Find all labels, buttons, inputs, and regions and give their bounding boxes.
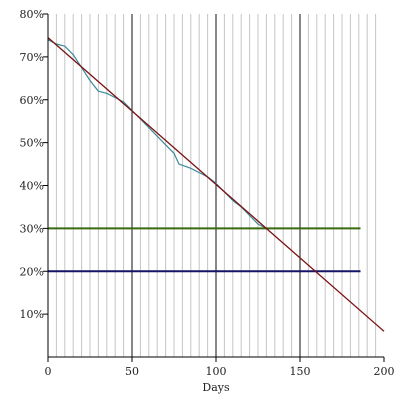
x-axis-label: Days — [202, 381, 230, 394]
y-tick-label: 60% — [20, 94, 44, 107]
y-tick-label: 10% — [20, 308, 44, 321]
minor-gridlines — [55, 14, 377, 357]
y-tick-label: 30% — [20, 222, 44, 235]
x-tick-label: 100 — [206, 365, 227, 378]
x-tick-label: 200 — [374, 365, 395, 378]
series-line-data — [47, 39, 267, 229]
y-tick-label: 80% — [20, 8, 44, 21]
y-tick-label: 70% — [20, 51, 44, 64]
y-tick-label: 50% — [20, 137, 44, 150]
x-tick-label: 0 — [45, 365, 52, 378]
y-tick-label: 40% — [20, 180, 44, 193]
y-tick-labels: 10% 20% 30% 40% 50% 60% 70% 80% — [20, 8, 44, 321]
x-tick-label: 150 — [290, 365, 311, 378]
axes — [43, 13, 385, 362]
series-lines — [47, 37, 385, 332]
x-tick-labels: 0 50 100 150 200 — [45, 365, 395, 378]
y-tick-label: 20% — [20, 265, 44, 278]
series-line-trend — [47, 37, 385, 332]
major-gridlines — [131, 14, 301, 357]
x-tick-label: 50 — [125, 365, 139, 378]
